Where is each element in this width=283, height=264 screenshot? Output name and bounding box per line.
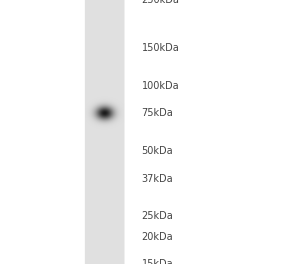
Text: 50kDa: 50kDa [142,146,173,156]
Text: 25kDa: 25kDa [142,211,173,221]
Text: 75kDa: 75kDa [142,108,173,118]
Text: 150kDa: 150kDa [142,43,179,53]
Text: 100kDa: 100kDa [142,81,179,91]
Text: 15kDa: 15kDa [142,259,173,264]
Text: 37kDa: 37kDa [142,174,173,184]
Text: 250kDa: 250kDa [142,0,179,5]
Text: 20kDa: 20kDa [142,232,173,242]
